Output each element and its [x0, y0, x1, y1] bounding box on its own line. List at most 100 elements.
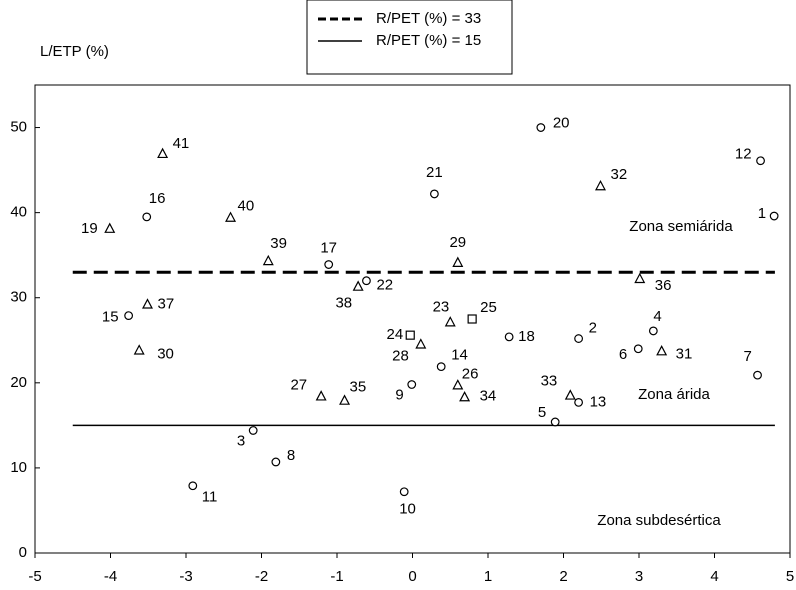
y-tick-label: 0	[19, 544, 27, 561]
point-label: 16	[149, 190, 166, 207]
point-label: 29	[449, 234, 466, 251]
point	[339, 394, 351, 405]
point	[124, 311, 134, 320]
point	[574, 397, 583, 407]
point	[405, 330, 415, 340]
point-label: 25	[480, 299, 497, 316]
point-label: 13	[590, 393, 607, 410]
point-label: 26	[462, 365, 479, 382]
x-tick-label: 1	[484, 568, 492, 585]
point	[769, 211, 779, 221]
point-label: 31	[676, 345, 693, 362]
point-label: 22	[376, 277, 393, 294]
point	[362, 276, 371, 286]
point-label: 37	[157, 296, 174, 313]
point	[415, 338, 427, 349]
point-label: 14	[451, 347, 468, 364]
point-label: 7	[744, 348, 752, 365]
legend-box	[306, 0, 513, 75]
point-label: 32	[610, 166, 627, 183]
point	[315, 390, 327, 401]
y-tick-label: 10	[10, 459, 27, 476]
point-label: 36	[655, 277, 672, 294]
point-label: 28	[392, 347, 409, 364]
point	[452, 256, 464, 267]
point	[407, 380, 417, 389]
point	[550, 417, 560, 427]
x-tick-label: 5	[786, 568, 794, 585]
point-label: 5	[538, 404, 546, 421]
point-label: 23	[433, 298, 450, 315]
point-label: 18	[518, 328, 535, 345]
point-label: 38	[335, 295, 352, 312]
point-label: 12	[735, 146, 752, 163]
legend-label: R/PET (%) = 33	[376, 10, 481, 27]
annotation: Zona subdesértica	[597, 512, 721, 529]
x-tick-label: 3	[635, 568, 643, 585]
point-label: 27	[290, 376, 307, 393]
point-label: 33	[541, 373, 558, 390]
x-tick-label: -3	[179, 568, 192, 585]
x-tick-label: 4	[710, 568, 718, 585]
point	[753, 370, 762, 380]
point-label: 30	[157, 345, 174, 362]
point	[271, 457, 281, 467]
point	[564, 389, 576, 400]
point	[648, 326, 658, 336]
point	[188, 481, 198, 491]
x-tick-label: -2	[255, 568, 268, 585]
point-label: 15	[102, 309, 119, 326]
point	[594, 179, 606, 191]
point	[633, 344, 643, 354]
point-label: 40	[238, 198, 255, 215]
point-label: 1	[758, 205, 766, 222]
point	[656, 345, 668, 356]
point	[157, 147, 169, 159]
y-tick-label: 40	[10, 204, 27, 221]
point	[536, 123, 546, 132]
point-label: 2	[589, 320, 597, 337]
point	[225, 211, 237, 222]
y-tick-label: 30	[10, 289, 27, 306]
point-label: 11	[202, 489, 218, 506]
point	[504, 332, 514, 342]
point	[262, 254, 274, 266]
point	[133, 344, 145, 355]
point-label: 35	[350, 379, 367, 396]
x-tick-label: -4	[104, 568, 117, 585]
x-tick-label: 0	[408, 568, 416, 585]
point	[352, 280, 364, 291]
point	[429, 189, 439, 199]
point-label: 34	[480, 387, 497, 404]
point-label: 10	[399, 501, 416, 518]
point	[399, 487, 409, 497]
point-label: 8	[287, 447, 295, 464]
point	[452, 379, 464, 390]
y-tick-label: 20	[10, 374, 27, 391]
point-label: 6	[619, 346, 627, 363]
point-label: 20	[553, 115, 570, 132]
y-axis-label: L/ETP (%)	[40, 43, 109, 60]
point-label: 17	[320, 240, 337, 257]
point-label: 9	[395, 386, 403, 403]
point	[634, 272, 646, 284]
x-tick-label: -1	[330, 568, 343, 585]
plot-frame	[34, 84, 791, 554]
point-label: 41	[173, 135, 190, 152]
point	[467, 314, 477, 324]
point-label: 21	[426, 164, 443, 181]
point	[141, 298, 153, 309]
point	[756, 156, 765, 166]
point-label: 4	[653, 308, 661, 325]
point-label: 39	[270, 235, 287, 252]
legend-label: R/PET (%) = 15	[376, 32, 481, 49]
point-label: 19	[81, 220, 98, 237]
point	[436, 362, 446, 372]
point	[248, 426, 258, 435]
point-label: 24	[387, 326, 404, 343]
point	[142, 212, 152, 222]
point	[444, 316, 456, 327]
point	[324, 260, 334, 269]
point-label: 3	[237, 432, 245, 449]
